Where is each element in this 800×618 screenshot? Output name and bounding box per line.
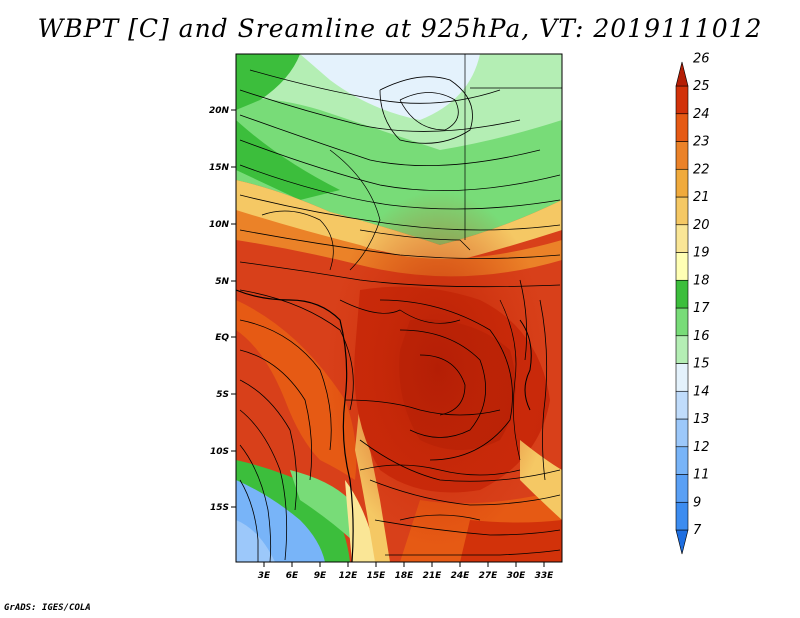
colorbar-swatch	[675, 363, 689, 392]
colorbar-label: 11	[693, 468, 710, 483]
lat-label-5n: 5N	[215, 277, 229, 287]
lon-label-9e: 9E	[314, 571, 327, 581]
lat-label-15s: 15S	[210, 503, 229, 513]
colorbar-label: 13	[693, 412, 710, 427]
colorbar-swatch	[675, 224, 689, 253]
streamlines	[239, 69, 561, 562]
lat-label-15n: 15N	[209, 163, 230, 173]
colorbar-label: 24	[693, 107, 710, 122]
colorbar-swatch	[675, 113, 689, 142]
colorbar-swatch	[675, 168, 689, 198]
colorbar-label: 19	[693, 246, 710, 261]
map-title: WBPT [C] and Sreamline at 925hPa, VT: 20…	[37, 14, 763, 43]
lat-label-10n: 10N	[209, 220, 230, 230]
lat-label-20n: 20N	[209, 106, 230, 116]
lon-label-6e: 6E	[286, 571, 299, 581]
lon-label-33e: 33E	[535, 571, 555, 581]
colorbar-swatch	[675, 501, 689, 531]
lat-label-10s: 10S	[210, 447, 229, 457]
colorbar-swatch	[675, 418, 689, 448]
lon-label-30e: 30E	[507, 571, 527, 581]
colorbar-label: 12	[693, 440, 710, 455]
colorbar-label: 15	[693, 357, 710, 372]
colorbar-label: 22	[693, 162, 710, 177]
colorbar-label: 25	[693, 79, 710, 94]
lat-label-eq: EQ	[215, 333, 229, 343]
map-frame	[235, 53, 563, 563]
lon-label-21e: 21E	[423, 571, 443, 581]
axis-tick-marks	[231, 109, 545, 567]
colorbar-label: 14	[693, 384, 710, 399]
lon-label-18e: 18E	[395, 571, 415, 581]
lon-label-15e: 15E	[367, 571, 387, 581]
lat-label-5s: 5S	[216, 390, 229, 400]
lon-label-12e: 12E	[339, 571, 359, 581]
country-borders	[261, 54, 562, 521]
colorbar-label: 26	[693, 51, 710, 66]
colorbar-label: 9	[693, 495, 701, 510]
colorbar-label: 21	[693, 190, 710, 205]
colorbar-swatch	[675, 446, 689, 475]
colorbar-label: 16	[693, 329, 710, 344]
coastline	[236, 289, 354, 562]
lake-victoria-outline	[519, 319, 532, 411]
colorbar-label: 23	[693, 135, 710, 150]
colorbar-label: 7	[693, 523, 702, 538]
colorbar-label: 20	[693, 218, 710, 233]
colorbar-swatch	[675, 279, 689, 309]
colorbar-swatch	[675, 141, 689, 170]
colorbar-label: 18	[693, 273, 710, 288]
wbpt-field	[236, 54, 562, 562]
colorbar-swatch	[675, 307, 689, 337]
colorbar-swatch	[675, 335, 689, 364]
colorbar-swatch	[675, 252, 689, 281]
colorbar-label: 17	[693, 301, 710, 316]
lon-label-3e: 3E	[258, 571, 271, 581]
colorbar-swatch	[675, 474, 689, 503]
lon-label-27e: 27E	[479, 571, 499, 581]
colorbar-swatch	[675, 196, 689, 226]
colorbar-swatch	[675, 85, 689, 115]
colorbar-swatch	[675, 390, 689, 420]
grads-credit: GrADS: IGES/COLA	[4, 603, 91, 613]
colorbar: 7 9 11 12 13 14 15 16 17 18 19 20 21 22 23 24 25 26	[675, 51, 710, 555]
lon-label-24e: 24E	[451, 571, 471, 581]
colorbar-arrow-high	[675, 61, 689, 87]
colorbar-arrow-low	[675, 529, 689, 555]
